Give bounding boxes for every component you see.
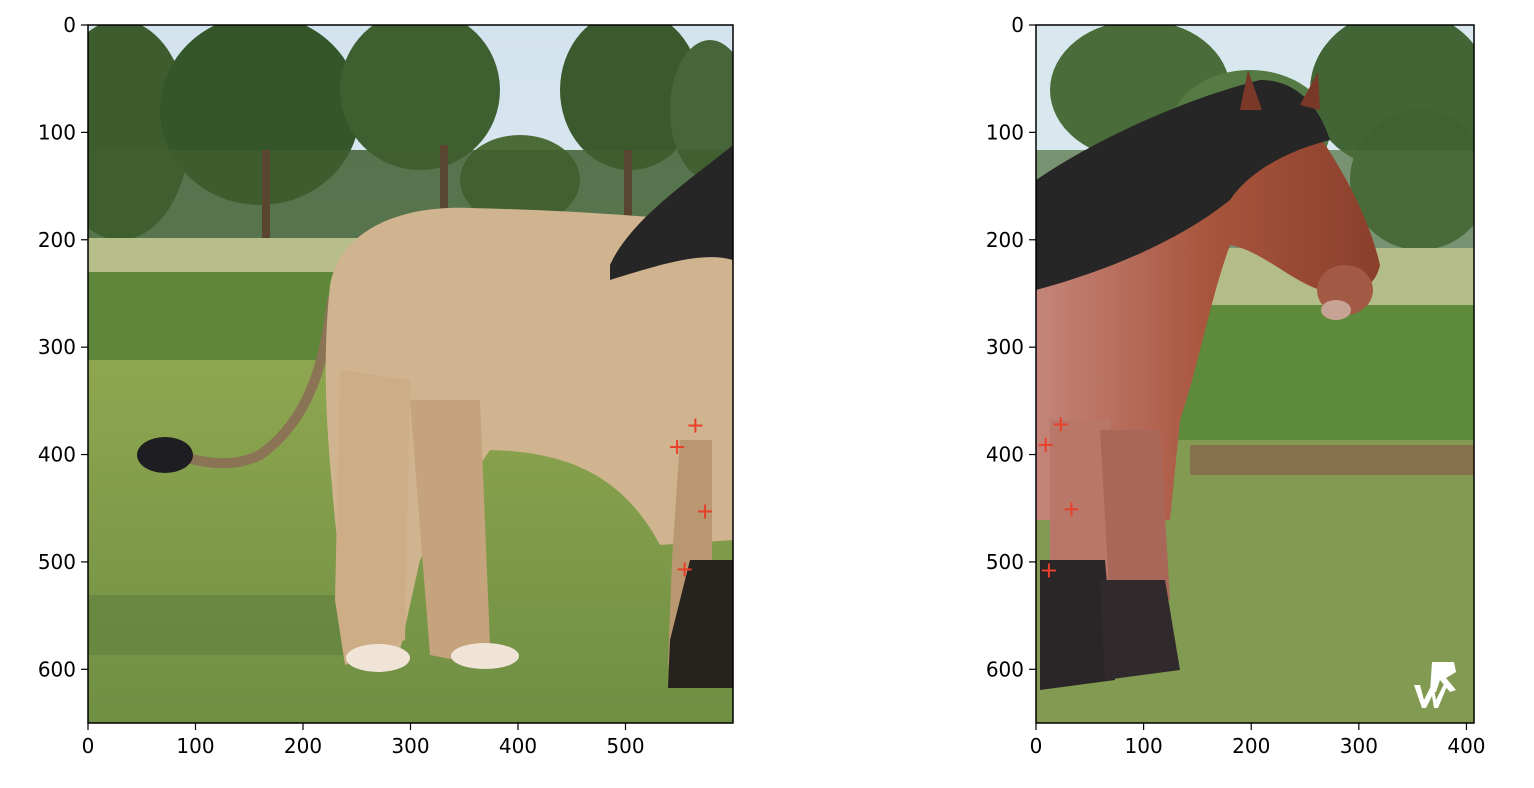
left-x-tick-label-4: 400 — [499, 734, 537, 758]
left-y-tick-label-6: 600 — [38, 657, 76, 681]
right-y-tick-label-1: 100 — [986, 120, 1024, 144]
right-y-tick-label-5: 500 — [986, 550, 1024, 574]
left-x-tick-label-5: 500 — [606, 734, 644, 758]
right-markers — [1038, 417, 1079, 578]
left-y-tick-label-4: 400 — [38, 443, 76, 467]
left-panel: 0 100 200 300 400 500 0 100 200 300 400 500 600 — [38, 13, 734, 758]
left-y-tick-label-0: 0 — [63, 13, 76, 37]
left-x-tick-label-1: 100 — [176, 734, 214, 758]
left-axis-ticks: 0 100 200 300 400 500 0 100 200 300 400 500 600 — [38, 13, 645, 758]
left-y-tick-label-3: 300 — [38, 335, 76, 359]
left-y-tick-label-2: 200 — [38, 228, 76, 252]
right-x-tick-label-2: 200 — [1232, 734, 1270, 758]
left-y-tick-label-1: 100 — [38, 120, 76, 144]
left-image — [88, 25, 733, 723]
right-image — [1036, 25, 1474, 723]
left-y-tick-label-5: 500 — [38, 550, 76, 574]
left-marker-1 — [670, 440, 685, 455]
left-marker-0 — [688, 418, 703, 433]
right-y-tick-label-0: 0 — [1011, 13, 1024, 37]
left-marker-3 — [677, 562, 692, 577]
right-marker-3 — [1041, 563, 1056, 578]
right-x-tick-label-1: 100 — [1125, 734, 1163, 758]
left-x-tick-label-3: 300 — [391, 734, 429, 758]
right-x-tick-label-4: 400 — [1447, 734, 1485, 758]
right-panel: 0 100 200 300 400 0 100 200 300 400 500 600 — [986, 13, 1486, 758]
right-y-tick-label-4: 400 — [986, 443, 1024, 467]
right-y-tick-label-2: 200 — [986, 228, 1024, 252]
right-x-tick-label-3: 300 — [1340, 734, 1378, 758]
left-x-tick-label-0: 0 — [82, 734, 95, 758]
right-axis-ticks: 0 100 200 300 400 0 100 200 300 400 500 600 — [986, 13, 1486, 758]
left-markers — [670, 418, 713, 577]
left-x-tick-label-2: 200 — [284, 734, 322, 758]
right-x-tick-label-0: 0 — [1030, 734, 1043, 758]
right-y-tick-label-6: 600 — [986, 657, 1024, 681]
right-marker-2 — [1064, 502, 1079, 517]
right-marker-0 — [1053, 417, 1068, 432]
left-marker-2 — [698, 504, 713, 519]
right-axes-frame — [1035, 24, 1475, 724]
right-marker-1 — [1038, 437, 1053, 452]
watermark-logo — [1414, 662, 1456, 708]
right-y-tick-label-3: 300 — [986, 335, 1024, 359]
